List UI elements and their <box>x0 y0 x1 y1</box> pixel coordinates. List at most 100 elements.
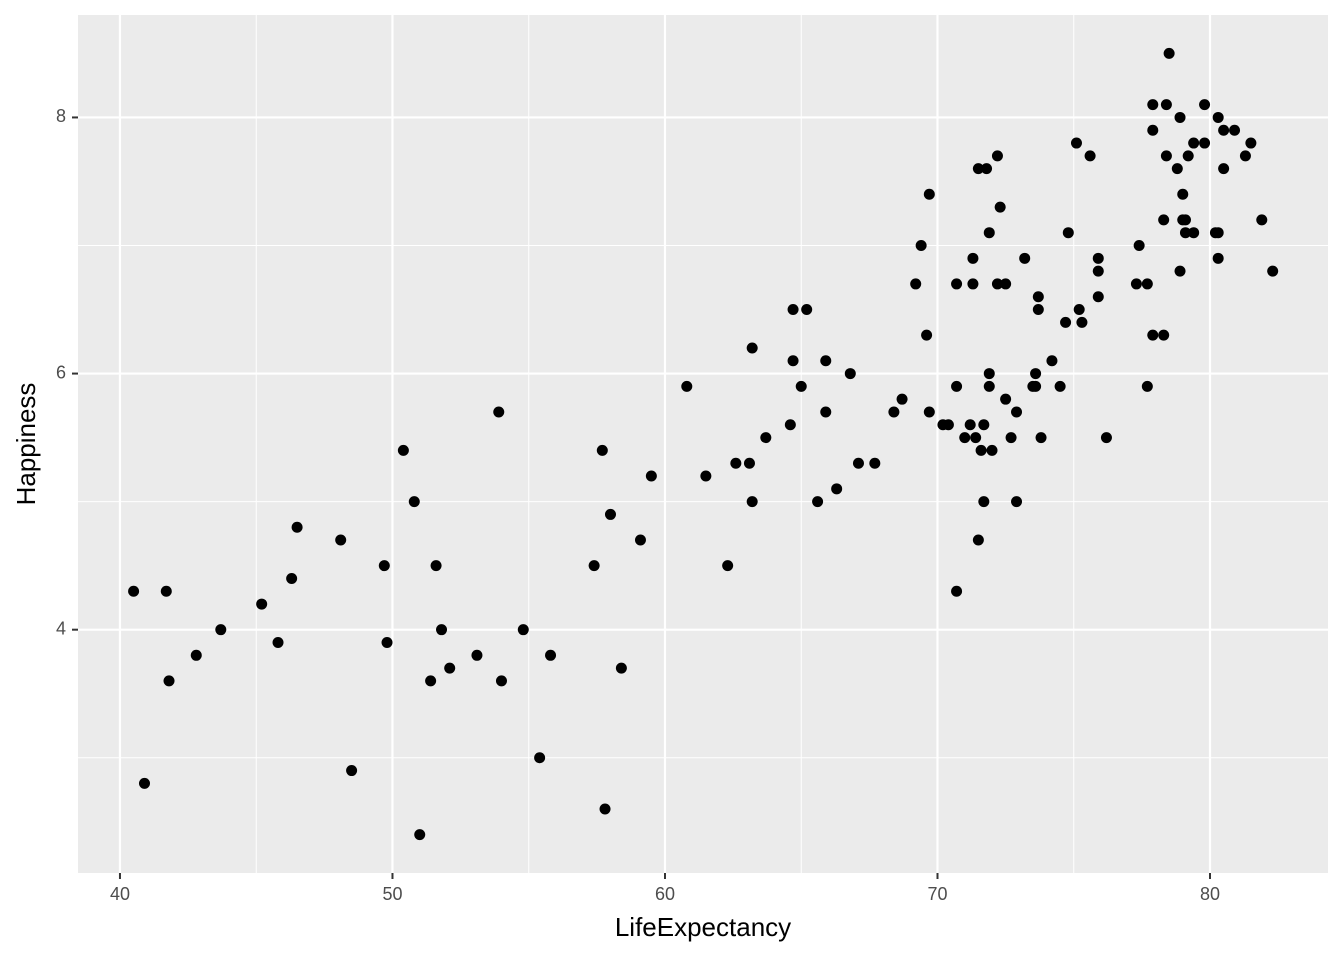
point <box>1218 124 1230 136</box>
point <box>959 432 971 444</box>
point <box>869 457 881 469</box>
point <box>730 457 742 469</box>
point <box>378 560 390 572</box>
point <box>1000 278 1012 290</box>
point <box>471 649 483 661</box>
point <box>1011 496 1023 508</box>
point <box>408 496 420 508</box>
point <box>1163 47 1175 59</box>
point <box>795 380 807 392</box>
point <box>1229 124 1241 136</box>
point <box>746 496 758 508</box>
point <box>1239 150 1251 162</box>
point <box>831 483 843 495</box>
point <box>1092 252 1104 264</box>
point <box>1092 291 1104 303</box>
point <box>588 560 600 572</box>
point <box>1158 214 1170 226</box>
point <box>975 444 987 456</box>
point <box>272 636 284 648</box>
point <box>256 598 268 610</box>
point <box>1035 432 1047 444</box>
point <box>1174 111 1186 123</box>
point <box>1182 150 1194 162</box>
point <box>1005 432 1017 444</box>
point <box>743 457 755 469</box>
point <box>444 662 456 674</box>
point <box>972 163 984 175</box>
point <box>1188 137 1200 149</box>
point <box>1019 252 1031 264</box>
point <box>1062 227 1074 239</box>
point <box>1070 137 1082 149</box>
x-axis-title: LifeExpectancy <box>615 912 791 942</box>
point <box>1030 380 1042 392</box>
point <box>1174 265 1186 277</box>
y-axis-title: Happiness <box>11 383 41 506</box>
point <box>1212 227 1224 239</box>
point <box>1188 227 1200 239</box>
point <box>915 240 927 252</box>
point <box>1245 137 1257 149</box>
point <box>787 355 799 367</box>
point <box>921 329 933 341</box>
point <box>700 470 712 482</box>
point <box>1032 304 1044 316</box>
point <box>991 278 1003 290</box>
point <box>820 406 832 418</box>
point <box>967 278 979 290</box>
point <box>784 419 796 431</box>
panel <box>78 15 1328 873</box>
x-tick-label: 60 <box>655 884 675 904</box>
point <box>1256 214 1268 226</box>
point <box>1147 99 1159 111</box>
point <box>983 380 995 392</box>
point <box>1133 240 1145 252</box>
point <box>1073 304 1085 316</box>
point <box>1046 355 1058 367</box>
x-tick-label: 80 <box>1200 884 1220 904</box>
point <box>1212 252 1224 264</box>
point <box>517 624 529 636</box>
point <box>1092 265 1104 277</box>
point <box>1218 163 1230 175</box>
point <box>951 278 963 290</box>
point <box>951 585 963 597</box>
point <box>844 368 856 380</box>
y-tick-label: 6 <box>56 362 66 382</box>
point <box>1030 368 1042 380</box>
point <box>414 829 426 841</box>
point <box>545 649 557 661</box>
point <box>1147 124 1159 136</box>
point <box>1199 137 1211 149</box>
point <box>599 803 611 815</box>
point <box>397 444 409 456</box>
point <box>1158 329 1170 341</box>
point <box>634 534 646 546</box>
point <box>430 560 442 572</box>
point <box>425 675 437 687</box>
point <box>1141 278 1153 290</box>
point <box>1011 406 1023 418</box>
point <box>923 406 935 418</box>
point <box>1267 265 1279 277</box>
point <box>1199 99 1211 111</box>
point <box>964 419 976 431</box>
x-tick-label: 40 <box>110 884 130 904</box>
point <box>910 278 922 290</box>
point <box>381 636 393 648</box>
point <box>1054 380 1066 392</box>
point <box>970 432 982 444</box>
point <box>722 560 734 572</box>
point <box>1076 316 1088 328</box>
point <box>138 777 150 789</box>
point <box>128 585 140 597</box>
point <box>991 150 1003 162</box>
point <box>923 188 935 200</box>
point <box>760 432 772 444</box>
point <box>981 163 993 175</box>
point <box>820 355 832 367</box>
point <box>812 496 824 508</box>
point <box>436 624 448 636</box>
